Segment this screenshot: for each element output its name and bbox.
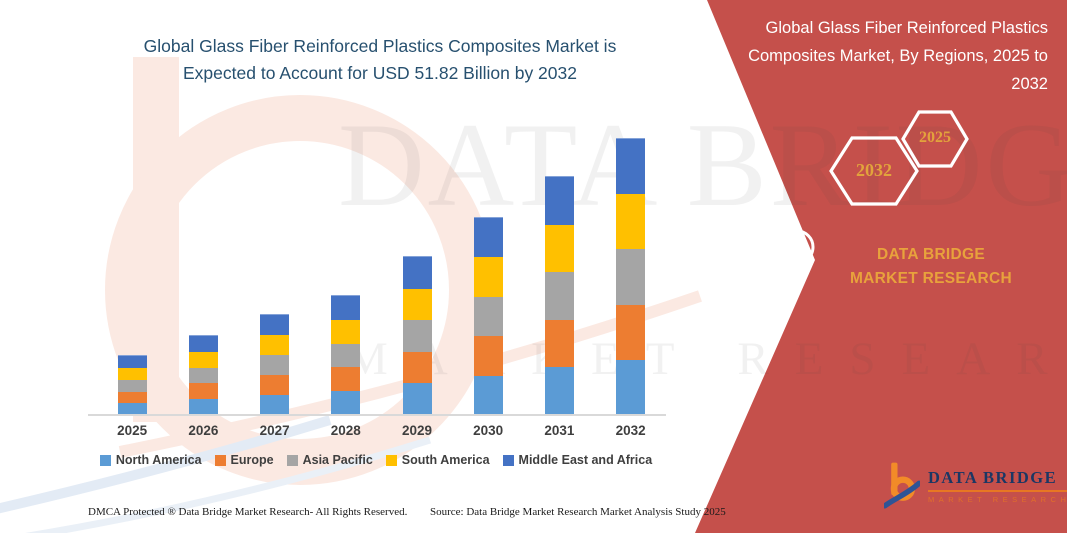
bar-segment [616,248,646,305]
bar-segment [402,382,432,415]
bar-segment [544,176,574,225]
x-axis-label: 2031 [544,423,575,438]
bar-segment [473,374,503,415]
dmca-text: DMCA Protected ® Data Bridge Market Rese… [88,506,408,518]
bar-segment [616,193,646,250]
legend-swatch [286,454,298,466]
bar-segment [402,350,432,384]
legend-label: Asia Pacific [302,453,373,467]
legend-swatch [99,454,111,466]
bar-segment [402,287,432,321]
bar-segment [331,390,361,415]
bar-segment [473,295,503,337]
bar-segment [544,366,574,415]
legend-item: South America [385,453,490,467]
legend-label: North America [115,453,202,467]
bar-segment [260,354,290,376]
chart-title: Global Glass Fiber Reinforced Plastics C… [60,33,700,87]
x-axis-line [88,414,666,416]
bar-segment [260,394,290,415]
legend-item: Asia Pacific [286,453,373,467]
bar-segment [402,256,432,289]
brand-name-text: DATA BRIDGE MARKET RESEARCH [849,246,1013,287]
legend-item: Middle East and Africa [502,453,653,467]
legend-swatch [385,454,397,466]
hexagon-year-2025: 2025 [919,129,951,146]
x-axis-label: 2032 [615,423,646,438]
hexagon-year-2032: 2032 [856,160,892,180]
source-text: Source: Data Bridge Market Research Mark… [430,506,726,518]
chart-legend: North America Europe Asia Pacific South Ame… [78,453,674,467]
x-axis-label: 2027 [259,423,290,438]
bar-segment [616,137,646,195]
bar-segment [402,319,432,352]
legend-item: Europe [214,453,274,467]
bar-segment [188,350,218,368]
bar-segment [544,223,574,273]
bar-segment [544,318,574,368]
bar-segment [473,216,503,258]
bar-segment [260,314,290,336]
databridge-logo: DATA BRIDGE MARKET RESEARCH [884,460,1067,512]
databridge-logo-icon [884,462,920,509]
bar-segment [544,271,574,320]
bar-segment [616,303,646,360]
legend-label: Middle East and Africa [518,453,653,467]
bar-segment [117,367,147,380]
bar-segment [616,358,646,415]
bar-segment [117,390,147,404]
legend-item: North America [99,453,202,467]
logo-title: DATA BRIDGE [928,468,1058,487]
bar-segment [117,355,147,369]
logo-subtitle: MARKET RESEARCH [928,495,1067,504]
chart-title-line1: Global Glass Fiber Reinforced Plastics C… [143,36,617,56]
legend-swatch [214,454,226,466]
x-axis-label: 2030 [473,423,504,438]
x-axis-label: 2025 [117,423,148,438]
bar-segment [260,374,290,396]
bar-segment [331,318,361,344]
bar-segment [473,335,503,376]
bar-segment [331,295,361,320]
x-axis-label: 2028 [330,423,361,438]
legend-swatch [502,454,514,466]
chart-title-line2: Expected to Account for USD 51.82 Billio… [183,63,577,83]
bar-segment [188,398,218,415]
bar-segment [260,334,290,356]
x-axis-label: 2026 [188,423,219,438]
bar-segment [331,342,361,368]
logo-divider [928,490,1067,492]
bar-segment [188,366,218,384]
bar-segment [331,366,361,392]
x-axis-label: 2029 [401,423,433,438]
side-panel-title: Global Glass Fiber Reinforced Plastics C… [748,19,1048,93]
bar-segment [117,378,147,392]
bar-segment [188,382,218,400]
bar-segment [188,335,218,352]
legend-label: Europe [230,453,274,467]
legend-label: South America [401,453,490,467]
bar-segment [473,256,503,297]
